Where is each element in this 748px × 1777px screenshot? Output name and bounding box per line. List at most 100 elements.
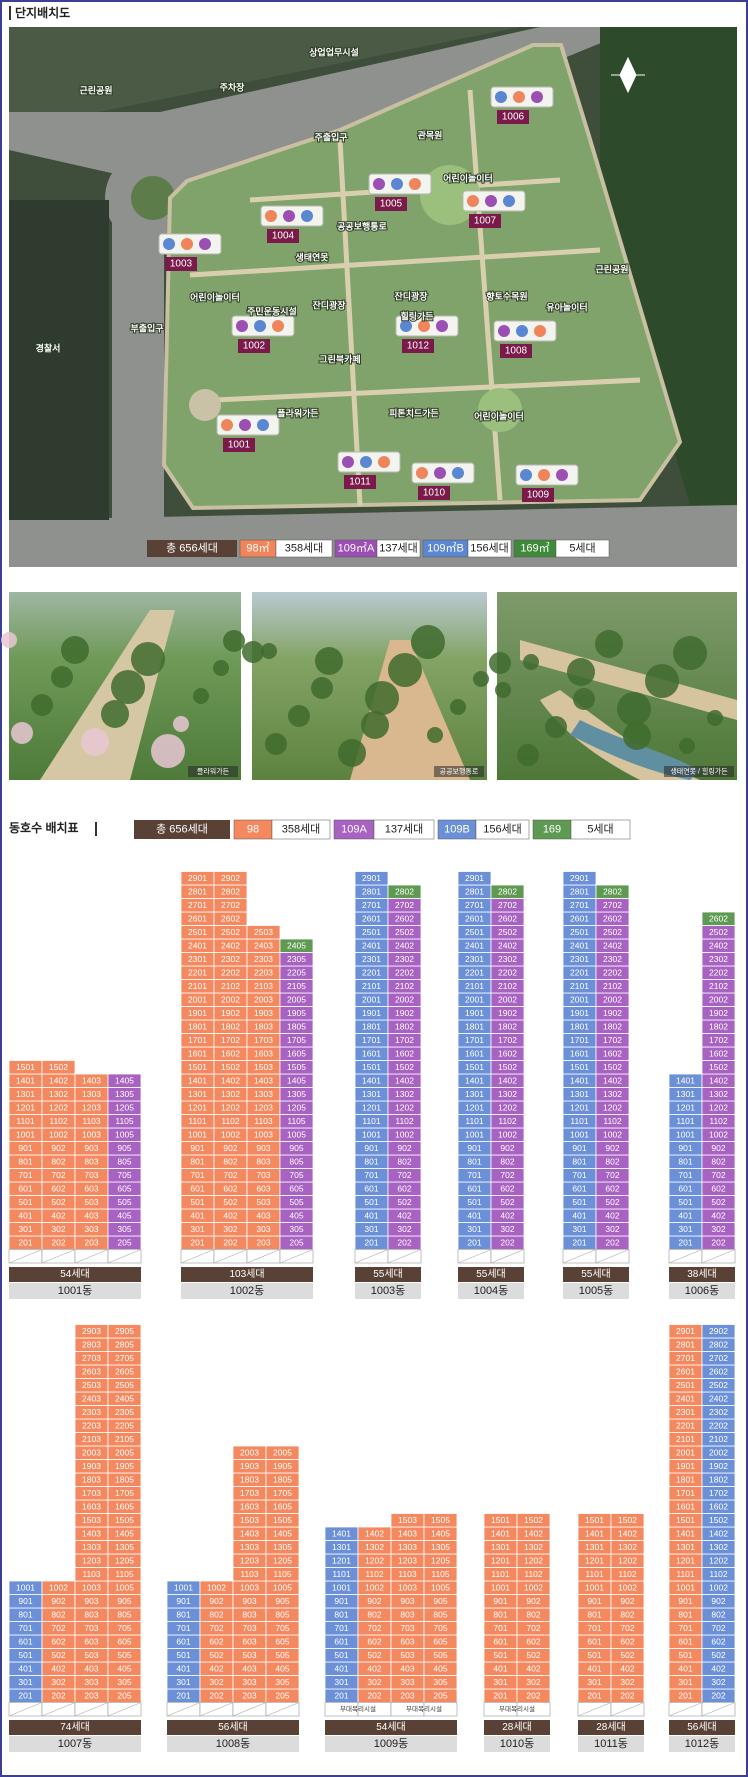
unit-number: 2201: [676, 1421, 695, 1431]
unit-number: 201: [190, 1238, 204, 1248]
unit-number: 501: [364, 1197, 378, 1207]
tree: [707, 710, 723, 726]
unit-number: 601: [18, 1184, 32, 1194]
photo-caption-box: [434, 766, 484, 777]
unit-number: 1205: [431, 1556, 450, 1566]
unit-type-dot: [416, 467, 428, 479]
unit-number: 2701: [465, 900, 484, 910]
unit-number: 205: [433, 1691, 447, 1701]
unit-number: 2401: [188, 941, 207, 951]
ground-diagonal: [41, 1249, 76, 1264]
unit-number: 601: [364, 1184, 378, 1194]
tree: [573, 688, 595, 710]
map-label: 주차장: [220, 81, 246, 92]
unit-number: 202: [397, 1238, 411, 1248]
unit-number: 601: [678, 1184, 692, 1194]
unit-number: 1903: [240, 1461, 259, 1471]
unit-number: 802: [526, 1610, 540, 1620]
unit-number: 601: [176, 1637, 190, 1647]
unit-number: 901: [493, 1596, 507, 1606]
unit-number: 903: [242, 1596, 256, 1606]
unit-number: 2501: [188, 927, 207, 937]
unit-number: 301: [572, 1224, 586, 1234]
tree: [131, 642, 165, 676]
unit-number: 1702: [221, 1035, 240, 1045]
unit-number: 802: [711, 1157, 725, 1167]
title-bar: [95, 822, 97, 836]
unit-number: 903: [256, 1143, 270, 1153]
unit-number: 2501: [465, 927, 484, 937]
unit-number: 1502: [709, 1515, 728, 1525]
unit-number: 1701: [676, 1488, 695, 1498]
unit-number: 2502: [498, 927, 517, 937]
unit-number: 601: [467, 1184, 481, 1194]
unit-number: 1401: [362, 1076, 381, 1086]
unit-number: 1502: [221, 1062, 240, 1072]
unit-number: 1402: [709, 1076, 728, 1086]
unit-number: 1802: [498, 1022, 517, 1032]
unit-number: 701: [18, 1623, 32, 1633]
unit-number: 1703: [254, 1035, 273, 1045]
unit-number: 602: [711, 1637, 725, 1647]
building-name-bar: [578, 1736, 644, 1752]
unit-number: 502: [605, 1197, 619, 1207]
unit-number: 2601: [570, 914, 589, 924]
unit-number: 401: [334, 1664, 348, 1674]
unit-number: 905: [117, 1596, 131, 1606]
building-marker: [375, 197, 407, 211]
facility-label: 부대복리시설: [340, 1704, 376, 1713]
unit-number: 1101: [570, 1116, 589, 1126]
unit-number: 1502: [618, 1515, 637, 1525]
unit-number: 703: [84, 1623, 98, 1633]
unit-number: 902: [711, 1596, 725, 1606]
unit-number: 1103: [82, 1116, 101, 1126]
household-count: 55세대: [373, 1268, 403, 1280]
unit-number: 2205: [115, 1421, 134, 1431]
unit-number: 1405: [273, 1529, 292, 1539]
unit-number: 1701: [570, 1035, 589, 1045]
household-bar: [9, 1720, 141, 1735]
title-bar: [9, 6, 11, 20]
unit-type-dot: [373, 178, 385, 190]
unit-number: 301: [493, 1677, 507, 1687]
unit-number: 1002: [49, 1130, 68, 1140]
unit-number: 1603: [240, 1502, 259, 1512]
unit-number: 1801: [676, 1475, 695, 1485]
unit-number: 2101: [188, 981, 207, 991]
unit-number: 705: [289, 1170, 303, 1180]
unit-number: 1801: [362, 1022, 381, 1032]
unit-number: 1601: [188, 1049, 207, 1059]
ground-diagonal: [232, 1702, 267, 1717]
unit-number: 301: [467, 1224, 481, 1234]
unit-number: 501: [190, 1197, 204, 1207]
map-label: 공공보행통로: [337, 220, 387, 231]
building-name-bar: [9, 1736, 141, 1752]
unit-number: 305: [117, 1224, 131, 1234]
unit-number: 1003: [82, 1583, 101, 1593]
household-count: 56세대: [687, 1721, 717, 1733]
unit-number: 203: [400, 1691, 414, 1701]
plaza: [189, 389, 221, 421]
unit-number: 2101: [570, 981, 589, 991]
household-bar: [484, 1720, 550, 1735]
unit-number: 601: [18, 1637, 32, 1647]
map-label: 관목원: [418, 129, 443, 140]
unit-number: 401: [467, 1211, 481, 1221]
unit-number: 1001: [570, 1130, 589, 1140]
household-count: 56세대: [218, 1721, 248, 1733]
unit-number: 503: [400, 1650, 414, 1660]
unit-number: 2005: [115, 1448, 134, 1458]
household-bar: [181, 1267, 313, 1282]
unit-number: 1602: [709, 1049, 728, 1059]
unit-number: 403: [242, 1664, 256, 1674]
ground-diagonal: [279, 1249, 314, 1264]
unit-number: 1103: [254, 1116, 273, 1126]
unit-number: 1403: [240, 1529, 259, 1539]
map-label: 어린이놀이터: [443, 172, 493, 183]
unit-number: 2001: [362, 995, 381, 1005]
unit-number: 1605: [115, 1502, 134, 1512]
photo-pond: [570, 720, 700, 780]
unit-number: 702: [711, 1170, 725, 1180]
unit-number: 602: [209, 1637, 223, 1647]
